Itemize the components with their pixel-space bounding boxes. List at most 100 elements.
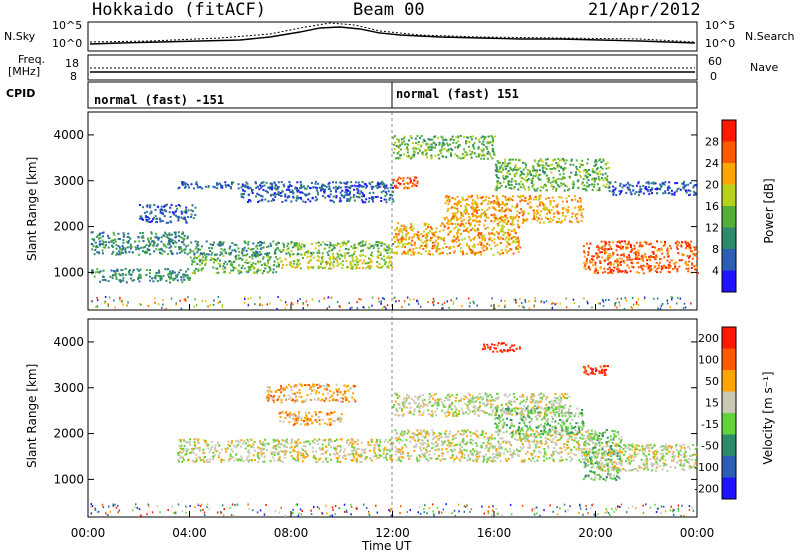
- velocity-cell: [285, 438, 288, 441]
- power-cell: [481, 142, 484, 145]
- power-cell: [400, 229, 403, 232]
- power-cell: [675, 190, 678, 193]
- power-cell: [532, 198, 535, 201]
- power-cell: [587, 267, 590, 269]
- power-cell: [612, 193, 615, 196]
- power-cell: [676, 247, 679, 250]
- power-cell: [113, 270, 116, 273]
- power-cell: [289, 183, 292, 186]
- power-cell: [185, 206, 188, 209]
- power-cell: [158, 271, 161, 274]
- power-noise-cell: [684, 306, 687, 309]
- power-cell: [509, 162, 512, 165]
- power-noise-cell: [504, 300, 506, 303]
- velocity-cell: [259, 442, 262, 445]
- velocity-cell: [275, 448, 278, 451]
- power-cell: [435, 239, 438, 242]
- power-cell: [293, 260, 296, 263]
- power-cell: [382, 243, 385, 246]
- power-cell: [630, 246, 632, 248]
- velocity-cell: [321, 443, 324, 446]
- velocity-cell: [202, 451, 204, 454]
- power-cell: [358, 254, 361, 257]
- power-cell: [450, 206, 453, 209]
- power-cell: [531, 184, 534, 187]
- power-cell: [286, 248, 289, 251]
- power-cell: [264, 189, 267, 192]
- velocity-cell: [334, 440, 337, 442]
- velocity-cell: [296, 391, 299, 394]
- power-cell: [493, 201, 496, 204]
- power-cell: [461, 196, 464, 199]
- power-cell: [245, 270, 248, 273]
- velocity-cell: [372, 455, 375, 458]
- power-cell: [446, 222, 449, 225]
- power-cell: [352, 260, 355, 263]
- power-cell: [486, 203, 489, 206]
- velocity-cell: [369, 457, 372, 460]
- power-cell: [597, 246, 600, 249]
- power-cell: [668, 261, 671, 264]
- power-cell: [449, 252, 451, 255]
- power-cell: [551, 168, 554, 170]
- power-cell: [546, 217, 549, 220]
- power-cell: [633, 252, 635, 254]
- power-cell: [307, 266, 310, 269]
- power-cell: [481, 247, 484, 250]
- power-cell: [274, 249, 277, 252]
- power-cell: [429, 239, 432, 242]
- power-cell: [654, 246, 656, 249]
- power-cell: [289, 262, 292, 264]
- power-cell: [172, 279, 175, 282]
- power-cell: [497, 181, 499, 184]
- power-cell: [637, 194, 640, 197]
- power-cell: [257, 269, 260, 272]
- power-cell: [419, 149, 421, 152]
- power-cell: [214, 186, 217, 189]
- power-cell: [282, 183, 285, 186]
- power-cell: [124, 250, 127, 253]
- power-cell: [243, 246, 246, 249]
- velocity-cell: [338, 418, 341, 421]
- power-cell: [527, 212, 530, 215]
- power-cell: [602, 159, 605, 162]
- power-cell: [687, 241, 689, 244]
- power-cell: [351, 259, 354, 262]
- power-cell: [181, 183, 184, 186]
- power-cell: [480, 253, 483, 256]
- power-noise-cell: [519, 297, 521, 300]
- power-cell: [550, 184, 553, 187]
- power-cell: [183, 243, 186, 246]
- power-cell: [283, 244, 286, 247]
- power-cell: [572, 185, 575, 188]
- power-cell: [586, 242, 588, 245]
- power-noise-cell: [491, 297, 493, 300]
- power-cell: [612, 192, 615, 195]
- power-cell: [358, 244, 361, 247]
- velocity-cell: [268, 389, 271, 392]
- power-cell: [614, 188, 617, 191]
- power-cell: [657, 248, 660, 251]
- power-cell: [589, 261, 592, 264]
- power-cell: [507, 175, 509, 178]
- power-cell: [281, 201, 284, 203]
- velocity-cell: [309, 417, 312, 420]
- power-cell: [466, 136, 469, 139]
- power-cell: [537, 165, 540, 168]
- power-cell: [567, 208, 570, 211]
- power-noise-cell: [432, 301, 434, 304]
- power-cell: [140, 215, 143, 218]
- power-noise-cell: [442, 307, 444, 310]
- power-cell: [392, 181, 395, 184]
- power-noise-cell: [679, 297, 682, 300]
- power-cell: [412, 155, 415, 158]
- power-cell: [441, 251, 444, 254]
- power-cell: [613, 266, 616, 269]
- power-cell: [397, 182, 400, 185]
- power-cell: [150, 210, 153, 213]
- power-cell: [582, 208, 585, 211]
- power-cell: [238, 264, 241, 267]
- power-cell: [569, 220, 572, 223]
- power-cell: [160, 208, 163, 211]
- power-cell: [507, 229, 510, 231]
